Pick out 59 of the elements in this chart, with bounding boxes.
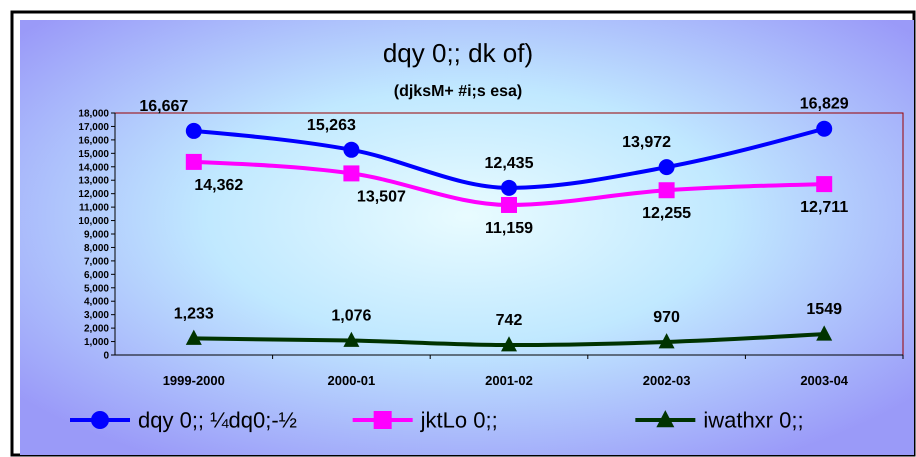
y-tick-label: 10,000 — [78, 216, 110, 228]
data-label: 11,159 — [484, 220, 534, 237]
data-label: 742 — [496, 312, 522, 330]
x-tick-label: 2002-03 — [642, 373, 690, 388]
y-tick-label: 17,000 — [78, 122, 110, 133]
y-tick-label: 5,000 — [84, 283, 110, 294]
legend-label: jktLo 0;; — [420, 408, 498, 433]
data-label: 12,711 — [800, 199, 848, 216]
y-tick-label: 11,000 — [78, 202, 110, 214]
point — [343, 142, 360, 158]
y-tick-label: 8,000 — [84, 242, 110, 254]
chart-title: dqy 0;; dk of) — [382, 38, 534, 68]
y-tick-label: 6,000 — [84, 270, 110, 281]
point — [343, 165, 360, 182]
y-tick-label: 2,000 — [84, 324, 110, 335]
data-label: 12,435 — [484, 154, 534, 172]
point — [501, 196, 517, 213]
data-label: 970 — [653, 308, 680, 326]
data-label: 16,667 — [139, 98, 188, 115]
point — [186, 122, 202, 139]
y-tick-label: 18,000 — [78, 108, 110, 120]
point — [501, 180, 517, 196]
point — [501, 336, 517, 352]
point — [186, 154, 202, 170]
y-tick-label: 1,000 — [84, 337, 110, 348]
y-tick-label: 0 — [103, 350, 110, 362]
y-tick-label: 7,000 — [84, 256, 110, 268]
legend-label: iwathxr 0;; — [703, 408, 804, 433]
y-tick-label: 12,000 — [78, 189, 110, 200]
y-tick-label: 15,000 — [78, 148, 110, 160]
data-label: 12,255 — [642, 205, 692, 222]
y-tick-label: 3,000 — [84, 310, 110, 322]
data-label: 13,972 — [622, 134, 672, 152]
point — [816, 176, 832, 192]
x-tick-label: 2003-04 — [800, 373, 849, 388]
data-label: 1549 — [806, 301, 842, 318]
data-label: 1,076 — [331, 308, 372, 325]
point — [343, 332, 360, 347]
data-label: 15,263 — [306, 116, 356, 134]
x-tick-label: 2000-01 — [328, 373, 376, 388]
point — [816, 120, 832, 137]
y-tick-label: 13,000 — [78, 176, 110, 187]
point — [658, 159, 675, 176]
data-label: 13,507 — [356, 188, 406, 206]
data-label: 16,829 — [800, 96, 849, 113]
point — [658, 182, 675, 198]
x-tick-label: 1999-2000 — [162, 373, 225, 388]
legend-label: dqy 0;; ¼dq0;-½ — [138, 408, 297, 433]
data-label: 14,362 — [194, 176, 244, 194]
point — [816, 325, 832, 341]
y-tick-label: 14,000 — [78, 162, 110, 174]
point — [658, 333, 675, 348]
y-tick-label: 16,000 — [78, 135, 110, 146]
x-tick-label: 2001-02 — [485, 373, 533, 388]
chart-subtitle: (djksM+ #i;s esa) — [394, 83, 522, 100]
point — [186, 330, 202, 345]
y-tick-label: 9,000 — [84, 230, 110, 240]
y-tick-label: 4,000 — [84, 296, 110, 308]
data-label: 1,233 — [174, 305, 214, 322]
